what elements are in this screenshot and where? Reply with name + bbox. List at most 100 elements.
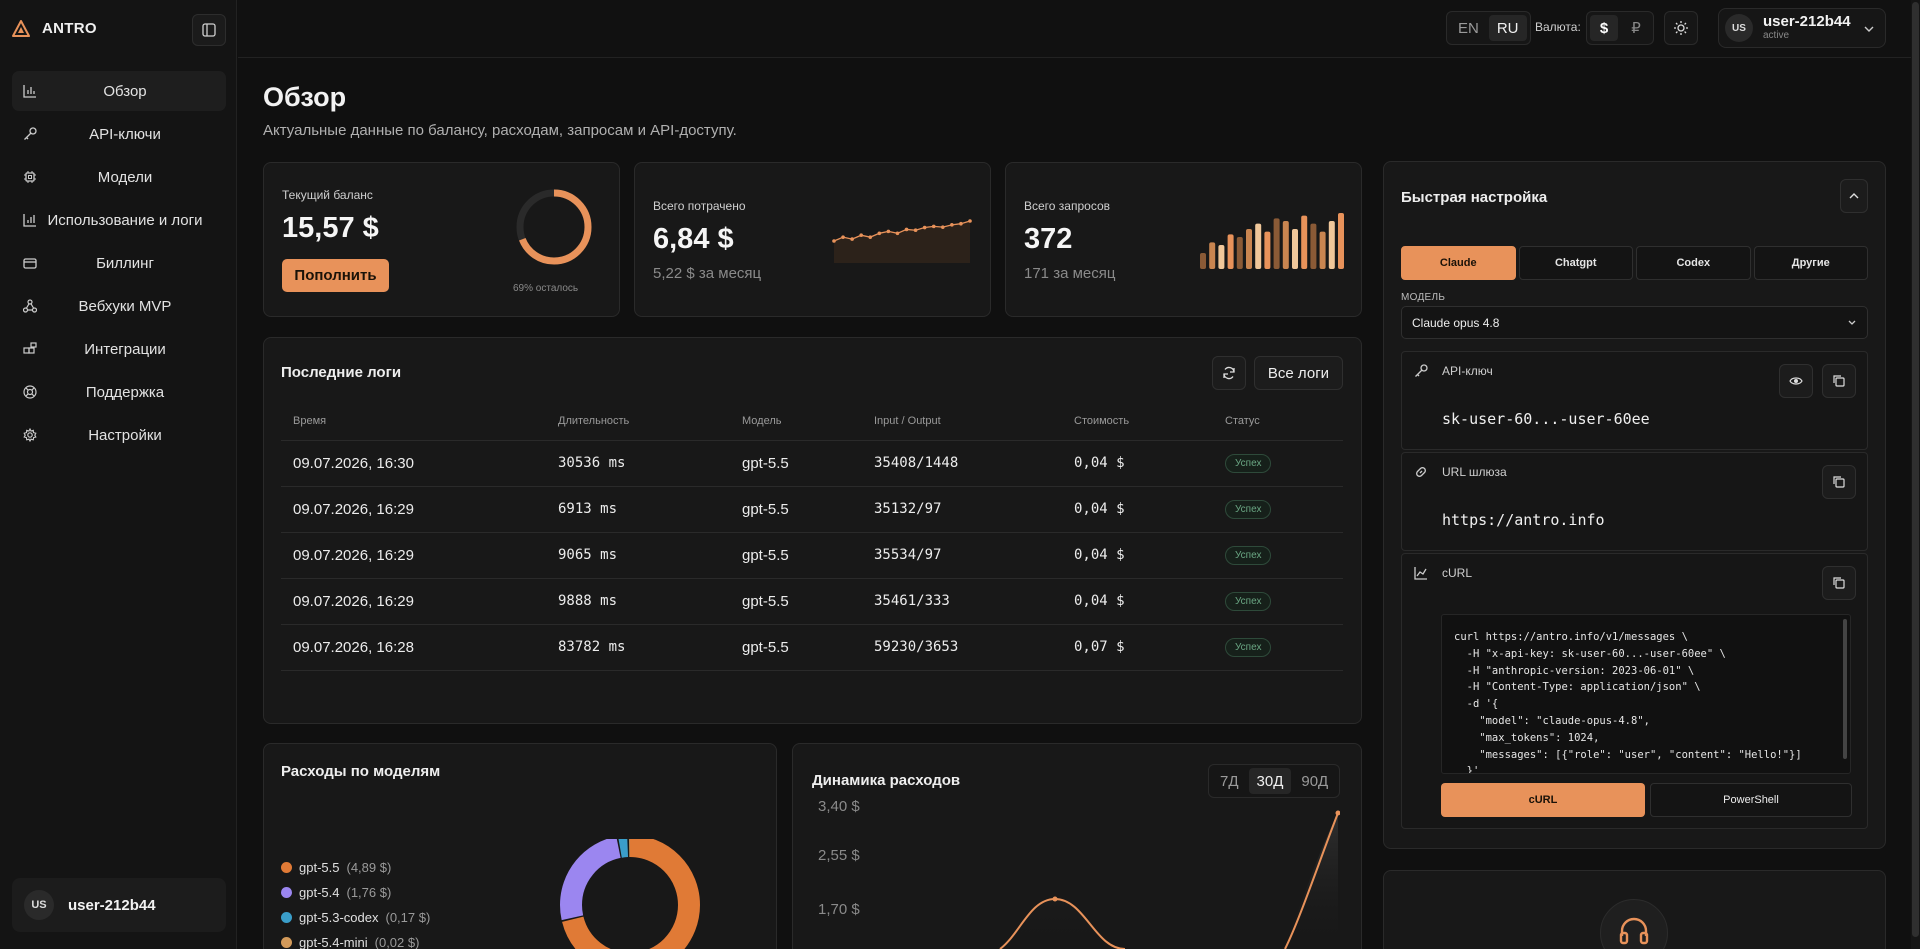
provider-tab-codex[interactable]: Codex [1636,246,1751,280]
column-header-model[interactable]: Модель [730,402,862,441]
curl-code-block[interactable]: curl https://antro.info/v1/messages \ -H… [1441,614,1851,774]
donut-slice[interactable] [560,839,700,949]
language-option-en[interactable]: EN [1458,20,1479,37]
provider-tab-claude[interactable]: Claude [1401,246,1516,280]
donut-slice[interactable] [560,839,700,949]
status-badge: Успех [1225,638,1272,657]
spend-dynamics-chart [999,810,1341,949]
gateway-value[interactable]: https://antro.info [1442,511,1605,529]
page-scrollbar[interactable] [1911,0,1920,949]
sidebar-item-api-keys[interactable]: API-ключи [12,114,226,154]
sidebar-nav: Обзор API-ключи Модели Использование и л… [12,71,226,458]
currency-option-rub[interactable]: ₽ [1631,20,1641,37]
status-badge: Успех [1225,592,1272,611]
collapse-button[interactable] [1840,179,1868,213]
copy-gateway-button[interactable] [1822,465,1856,499]
topbar: EN RU Валюта: $ ₽ US user-212b44 active [238,0,1920,58]
log-io: 59230/3653 [862,624,1062,671]
balance-ring [516,189,592,265]
column-header-io[interactable]: Input / Output [862,402,1062,441]
brand[interactable]: ANTRO [12,16,97,40]
sidebar-item-overview[interactable]: Обзор [12,71,226,111]
table-row[interactable]: 09.07.2026, 16:29 9888 ms gpt-5.5 35461/… [281,578,1343,625]
api-key-value[interactable]: sk-user-60...-user-60ee [1442,410,1650,428]
powershell-tab[interactable]: PowerShell [1650,783,1852,817]
provider-tab-other[interactable]: Другие [1753,246,1868,280]
request-bar [1246,229,1252,269]
legend-amount: (1,76 $) [346,885,392,900]
table-row[interactable]: 09.07.2026, 16:30 30536 ms gpt-5.5 35408… [281,440,1343,487]
column-header-time[interactable]: Время [281,402,546,441]
log-time: 09.07.2026, 16:28 [281,624,546,671]
sidebar-item-integrations[interactable]: Интеграции [12,329,226,369]
request-bar [1328,221,1335,269]
status-badge: Успех [1225,500,1272,519]
sparkline-point [931,224,936,229]
code-scrollbar[interactable] [1843,619,1847,759]
sidebar-item-settings[interactable]: Настройки [12,415,226,455]
balance-value: 15,57 $ [282,212,379,244]
legend-item: gpt-5.5 (4,89 $) [281,860,391,875]
chart-icon [22,212,38,228]
avatar: US [1725,14,1753,42]
sidebar-item-models[interactable]: Модели [12,157,226,197]
copy-key-button[interactable] [1822,364,1856,398]
model-select[interactable]: Claude opus 4.8 [1401,306,1868,339]
refresh-button[interactable] [1212,356,1246,390]
log-cost: 0,04 $ [1062,532,1213,579]
refresh-icon [1223,366,1235,380]
column-header-status[interactable]: Статус [1213,402,1343,441]
sparkline-point [877,231,882,236]
balance-ring-arc [516,189,592,265]
show-key-button[interactable] [1779,364,1813,398]
table-row[interactable]: 09.07.2026, 16:29 9065 ms gpt-5.5 35534/… [281,532,1343,579]
sidebar-item-billing[interactable]: Биллинг [12,243,226,283]
sidebar-item-webhooks[interactable]: Вебхуки MVP [12,286,226,326]
language-option-ru[interactable]: RU [1488,15,1527,41]
legend-dot [281,912,292,923]
top-up-button[interactable]: Пополнить [282,259,389,292]
user-name: user-212b44 [1763,13,1851,30]
provider-tab-chatgpt[interactable]: Chatgpt [1518,246,1633,280]
legend-dot [281,887,292,898]
sparkline-point [959,221,963,226]
sidebar-item-label: Модели [97,168,153,186]
user-menu[interactable]: US user-212b44 active [1718,8,1886,48]
column-header-cost[interactable]: Стоимость [1062,402,1213,441]
sidebar-item-usage-logs[interactable]: Использование и логи [12,200,226,240]
legend-model-name: gpt-5.4-mini [299,935,368,949]
legend-dot [281,862,292,873]
sidebar-user-card[interactable]: US user-212b44 [12,878,226,932]
spent-card: Всего потрачено 6,84 $ 5,22 $ за месяц [634,162,991,317]
range-tab-30d[interactable]: 30Д [1248,768,1292,794]
copy-curl-button[interactable] [1822,566,1856,600]
log-status-cell: Успех [1213,578,1343,625]
range-tab-90d[interactable]: 90Д [1301,773,1329,790]
spent-sparkline [832,219,972,263]
theme-toggle-button[interactable] [1664,11,1698,45]
table-row[interactable]: 09.07.2026, 16:29 6913 ms gpt-5.5 35132/… [281,486,1343,533]
sidebar-item-support[interactable]: Поддержка [12,372,226,412]
currency-option-usd[interactable]: $ [1590,15,1618,41]
spend-point[interactable] [1335,810,1341,816]
sidebar-item-label: Настройки [88,426,162,444]
log-model: gpt-5.5 [730,624,862,671]
legend-amount: (4,89 $) [346,860,392,875]
spend-point[interactable] [1052,896,1058,902]
all-logs-button[interactable]: Все логи [1254,356,1343,390]
table-row[interactable]: 09.07.2026, 16:28 83782 ms gpt-5.5 59230… [281,624,1343,671]
sidebar-item-label: Поддержка [85,383,165,401]
column-header-duration[interactable]: Длительность [546,402,730,441]
sidebar-item-label: Вебхуки MVP [78,297,172,315]
sidebar-toggle-button[interactable] [192,14,226,46]
request-bar [1310,223,1317,269]
status-badge: Успех [1225,546,1272,565]
copy-icon [1833,577,1845,589]
curl-tab[interactable]: cURL [1441,783,1645,817]
range-tab-7d[interactable]: 7Д [1220,773,1239,790]
scrollbar-thumb[interactable] [1912,2,1919,937]
legend-model-name: gpt-5.4 [299,885,340,900]
sparkline-point [968,219,972,223]
user-status: active [1763,30,1790,41]
sidebar-user-name: user-212b44 [68,896,156,914]
